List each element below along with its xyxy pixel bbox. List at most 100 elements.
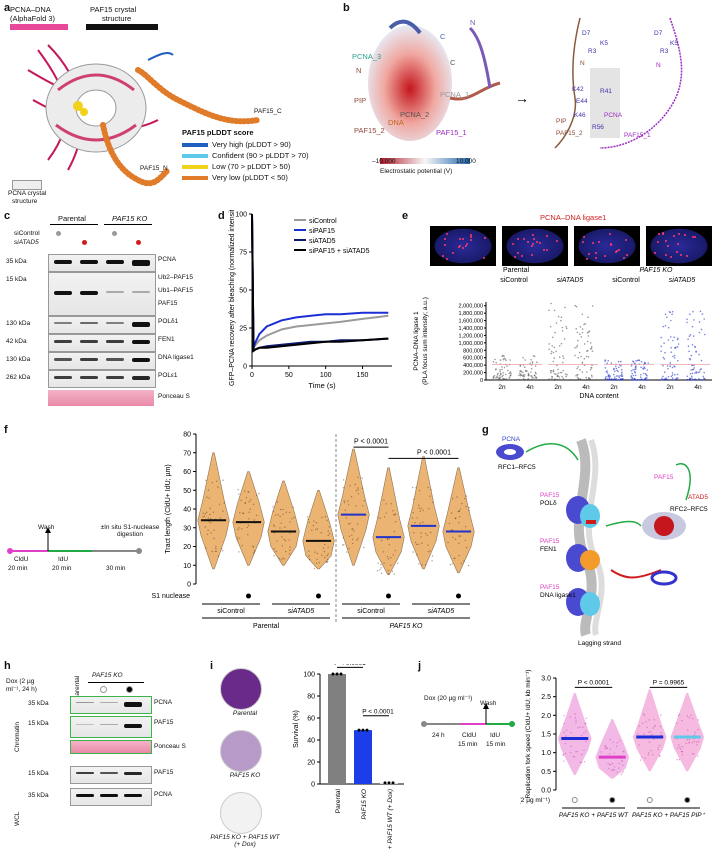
f-point: [458, 535, 460, 537]
f-point: [293, 516, 295, 519]
e-point: [587, 377, 590, 379]
e-point: [493, 379, 495, 381]
f-point: [452, 536, 454, 539]
f-point: [357, 493, 360, 495]
f-point: [379, 517, 381, 519]
f-point: [353, 530, 355, 532]
f-point: [376, 570, 379, 572]
e-point: [548, 348, 550, 351]
e-point: [530, 359, 532, 361]
f-point: [241, 544, 243, 547]
j-point: [678, 713, 681, 716]
pla-focus: [675, 251, 678, 254]
e-point: [610, 378, 612, 381]
f-point: [256, 494, 258, 496]
e-point: [691, 377, 693, 379]
j-point: [651, 733, 654, 736]
blot-kda: 42 kDa: [6, 338, 27, 345]
e-point: [639, 378, 642, 381]
pla-cell-image: [574, 226, 640, 266]
e-point: [631, 377, 633, 380]
e-point: [636, 379, 638, 381]
j-dox-dot: [571, 797, 578, 803]
e-point: [606, 378, 609, 380]
f-point: [429, 550, 431, 552]
j-point: [575, 721, 577, 724]
j-wash: Wash: [480, 700, 497, 707]
f-point: [393, 530, 396, 533]
f-point: [249, 508, 251, 510]
blot-band: [76, 724, 94, 725]
j-point: [584, 722, 587, 725]
j-point: [691, 742, 694, 744]
pla-focus: [676, 242, 679, 245]
e-point: [522, 371, 524, 374]
e-point: [589, 348, 592, 350]
f-point: [362, 505, 364, 507]
e-point: [585, 355, 588, 358]
j-point: [657, 748, 659, 751]
blot-band: [54, 340, 72, 344]
e-point: [557, 368, 559, 371]
c-row-siatad5: siATAD5: [14, 239, 39, 246]
d-series-line: [251, 213, 389, 349]
c-group-ko: PAF15 KO: [112, 214, 148, 223]
blot-label: POLε1: [158, 372, 178, 379]
blot-strip: [48, 254, 156, 272]
e-point: [496, 373, 499, 376]
pla-focus: [464, 244, 467, 247]
f-point: [361, 487, 364, 490]
f-violin: [372, 467, 405, 575]
f-point: [282, 557, 284, 559]
pla-focus: [441, 254, 444, 257]
e-point: [519, 372, 521, 375]
blot-band: [76, 772, 94, 775]
f-point: [459, 508, 462, 510]
f-violin: [197, 452, 230, 570]
e-point: [589, 369, 592, 371]
f-point: [394, 549, 396, 552]
j-point: [642, 713, 645, 715]
e-cond-label: siControl: [612, 277, 640, 284]
j-point: [619, 740, 621, 742]
f-point: [314, 551, 316, 553]
panel-a-letter: a: [4, 2, 11, 14]
f-ylabel: Tract length (CldU+ IdU; µm): [165, 464, 172, 554]
pla-focus: [466, 242, 469, 245]
f-ytick-label: 80: [183, 432, 191, 439]
e-point: [520, 379, 523, 381]
e-point: [692, 310, 694, 313]
f-point: [273, 525, 276, 527]
e-point: [698, 378, 700, 380]
j-point: [641, 722, 644, 725]
j-point: [608, 767, 610, 770]
pla-focus: [538, 242, 541, 245]
e-point: [500, 373, 502, 376]
e-point: [698, 331, 701, 334]
e-point: [494, 358, 496, 361]
e-point: [671, 372, 674, 374]
f-violin: [337, 448, 370, 566]
blot-band: [132, 376, 150, 380]
f-point: [420, 536, 422, 538]
plddt-legend-title: PAF15 pLDDT score: [182, 128, 254, 137]
e-point: [562, 379, 564, 381]
b-label: C: [450, 58, 456, 67]
pla-focus: [555, 240, 558, 243]
f-point: [283, 558, 285, 560]
f-point: [458, 542, 460, 545]
e-point: [578, 351, 581, 354]
e-point: [618, 366, 620, 369]
d-ylabel: GFP–PCNA recovery after bleaching (norma…: [229, 210, 236, 386]
pla-focus: [521, 254, 524, 257]
pla-focus: [657, 232, 660, 235]
panel-h-letter: h: [4, 660, 11, 672]
j-point: [692, 753, 695, 755]
e-point: [664, 313, 667, 316]
d-legend-label: siControl: [309, 218, 337, 225]
e-cond-label: siATAD5: [669, 277, 696, 284]
e-ytick-label: 1,800,000: [459, 311, 483, 317]
e-point: [519, 373, 522, 376]
e-point: [528, 374, 530, 377]
j-point: [583, 732, 585, 734]
